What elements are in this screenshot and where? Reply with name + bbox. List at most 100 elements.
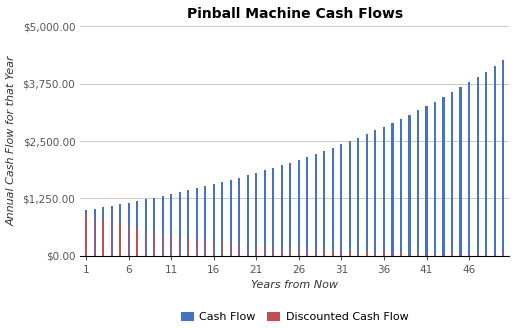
Bar [196, 188, 198, 256]
Bar [366, 134, 368, 256]
Bar [162, 233, 163, 256]
Bar [400, 252, 401, 256]
Bar [264, 171, 266, 256]
Bar [307, 157, 309, 256]
Bar [238, 178, 240, 256]
Bar [493, 66, 496, 256]
Bar [358, 251, 359, 256]
Bar [375, 131, 377, 256]
Bar [434, 253, 436, 256]
Bar [144, 199, 147, 256]
Y-axis label: Annual Cash Flow for that Year: Annual Cash Flow for that Year [7, 56, 17, 226]
Bar [86, 214, 87, 256]
Bar [417, 253, 418, 256]
Bar [366, 251, 367, 256]
Bar [383, 252, 384, 256]
Bar [289, 162, 292, 256]
Bar [375, 251, 376, 256]
Bar [452, 253, 453, 256]
Bar [153, 198, 155, 256]
Bar [272, 246, 274, 256]
Bar [281, 165, 283, 256]
Bar [238, 243, 240, 256]
Bar [154, 231, 155, 256]
Bar [204, 186, 206, 256]
Bar [145, 230, 146, 256]
Bar [324, 249, 325, 256]
Bar [409, 115, 411, 256]
Bar [264, 245, 265, 256]
Bar [204, 239, 206, 256]
Bar [477, 254, 478, 256]
Bar [434, 102, 436, 256]
Legend: Cash Flow, Discounted Cash Flow: Cash Flow, Discounted Cash Flow [176, 307, 413, 327]
Bar [230, 180, 232, 256]
Bar [341, 250, 342, 256]
Bar [103, 219, 104, 256]
Bar [93, 209, 95, 256]
Bar [137, 228, 138, 256]
Bar [213, 184, 215, 256]
Bar [502, 60, 504, 256]
Bar [392, 252, 393, 256]
Bar [341, 144, 343, 256]
Bar [94, 217, 95, 256]
Bar [127, 203, 130, 256]
Bar [298, 248, 299, 256]
Bar [392, 123, 394, 256]
Bar [298, 160, 300, 256]
Bar [426, 253, 427, 256]
Bar [460, 254, 461, 256]
Bar [443, 253, 444, 256]
Bar [469, 254, 470, 256]
Bar [494, 254, 495, 256]
Bar [324, 151, 326, 256]
Bar [171, 234, 172, 256]
X-axis label: Years from Now: Years from Now [251, 280, 338, 290]
Bar [409, 253, 410, 256]
Bar [179, 192, 181, 256]
Bar [136, 201, 138, 256]
Bar [358, 138, 360, 256]
Bar [468, 82, 470, 256]
Bar [289, 247, 291, 256]
Title: Pinball Machine Cash Flows: Pinball Machine Cash Flows [186, 7, 402, 21]
Bar [85, 210, 87, 256]
Bar [503, 254, 504, 256]
Bar [485, 72, 487, 256]
Bar [332, 250, 333, 256]
Bar [255, 245, 257, 256]
Bar [272, 168, 275, 256]
Bar [442, 97, 445, 256]
Bar [213, 240, 214, 256]
Bar [459, 87, 462, 256]
Bar [179, 236, 180, 256]
Bar [307, 248, 308, 256]
Bar [417, 111, 419, 256]
Bar [247, 244, 248, 256]
Bar [221, 241, 223, 256]
Bar [315, 249, 316, 256]
Bar [111, 222, 112, 256]
Bar [476, 77, 479, 256]
Bar [119, 204, 121, 256]
Bar [128, 226, 130, 256]
Bar [451, 92, 453, 256]
Bar [349, 250, 350, 256]
Bar [281, 247, 282, 256]
Bar [255, 173, 257, 256]
Bar [110, 206, 112, 256]
Bar [332, 148, 334, 256]
Bar [247, 175, 249, 256]
Bar [486, 254, 487, 256]
Bar [400, 119, 402, 256]
Bar [349, 141, 351, 256]
Bar [187, 237, 189, 256]
Bar [102, 207, 104, 256]
Bar [230, 242, 231, 256]
Bar [187, 190, 189, 256]
Bar [315, 154, 317, 256]
Bar [425, 106, 428, 256]
Bar [221, 182, 223, 256]
Bar [170, 194, 172, 256]
